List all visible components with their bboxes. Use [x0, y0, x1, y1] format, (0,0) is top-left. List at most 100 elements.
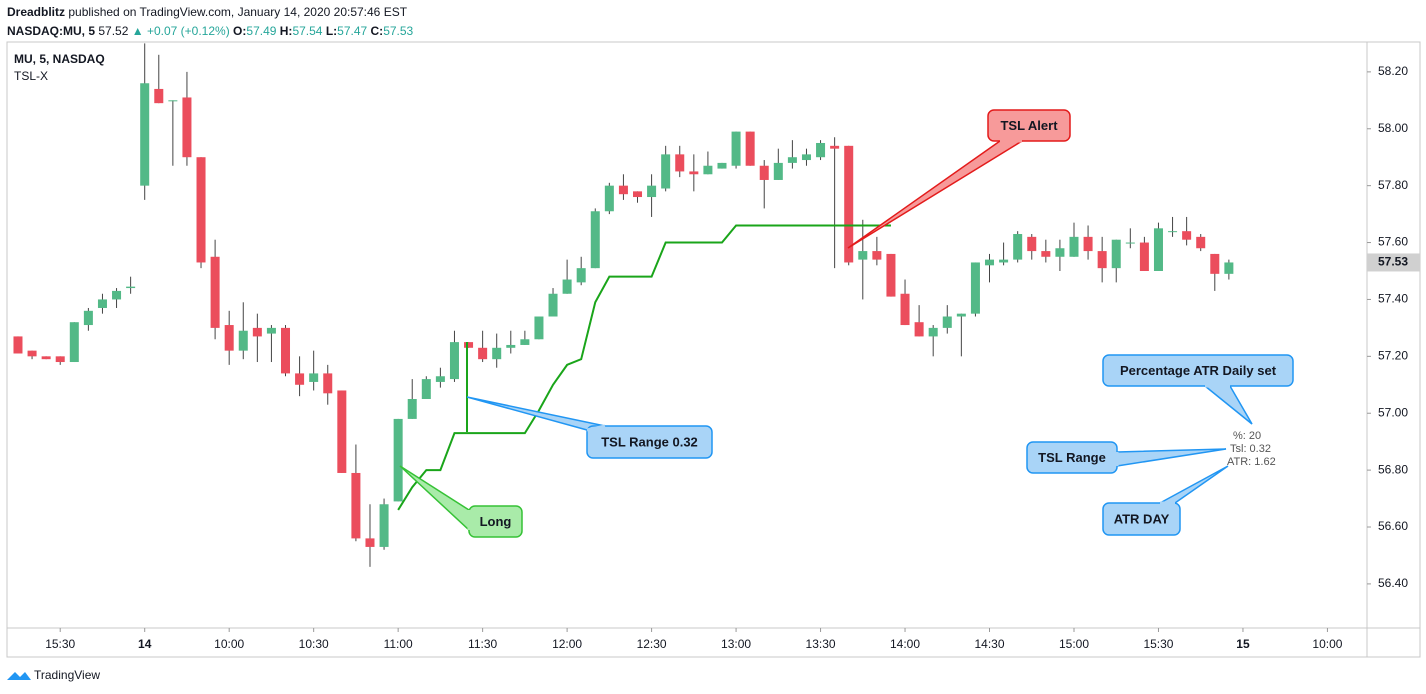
callout-pointer [847, 140, 1025, 249]
high: 57.54 [292, 24, 323, 38]
candle-body [449, 342, 459, 380]
candle-body [801, 154, 811, 161]
candle-body [703, 165, 713, 175]
candle-body [942, 316, 952, 328]
candle-body [435, 376, 445, 382]
candle-body [633, 191, 643, 198]
candle-body [196, 157, 206, 263]
candle-body [1069, 236, 1079, 257]
low: 57.47 [337, 24, 368, 38]
candle-body [661, 154, 671, 189]
candle-body [1055, 248, 1065, 257]
candle-body [914, 322, 924, 337]
x-tick-label: 11:30 [468, 637, 497, 651]
y-tick-label: 56.60 [1378, 519, 1408, 533]
candle-body [379, 504, 389, 547]
open: 57.49 [246, 24, 277, 38]
x-tick-label: 15:30 [45, 637, 75, 651]
x-tick-label: 10:00 [1312, 637, 1342, 651]
candle-body [182, 97, 192, 158]
candle-body [1013, 234, 1023, 260]
callout-box [1102, 502, 1181, 536]
x-tick-label: 11:00 [384, 637, 413, 651]
h-label: H: [279, 24, 293, 38]
callout-pointer [1159, 465, 1229, 504]
candle-body [252, 327, 262, 337]
info-text: ATR: 1.62 [1227, 456, 1276, 468]
candle-body [1125, 242, 1135, 244]
candle-body [337, 390, 347, 473]
candle-body [140, 83, 150, 186]
frame [6, 41, 1421, 658]
candles [13, 43, 1234, 567]
callout-pointer [399, 465, 470, 532]
info-text: Tsl: 0.32 [1230, 443, 1271, 455]
candle-body [126, 286, 136, 289]
candle-body [1111, 239, 1121, 269]
x-tick-label: 13:00 [721, 637, 751, 651]
last-price-label: 57.53 [1378, 255, 1408, 269]
candle-body [590, 211, 600, 269]
candle-body [830, 145, 840, 149]
candle-body [13, 336, 23, 354]
candle-body [647, 185, 657, 198]
candle-body [55, 356, 65, 363]
candle-body [27, 350, 37, 357]
candle-body [1196, 236, 1206, 249]
candle-body [548, 293, 558, 317]
x-tick-label: 15:30 [1143, 637, 1173, 651]
candle-body [1210, 253, 1220, 274]
y-tick-label: 58.00 [1378, 121, 1408, 135]
arrow: ▲ [131, 24, 144, 38]
candle-body [675, 154, 685, 172]
candle-body [928, 327, 938, 337]
candle-body [224, 325, 234, 351]
candle-body [464, 342, 474, 348]
candle-body [112, 290, 122, 300]
candle-body [421, 379, 431, 400]
quote-line: NASDAQ:MU, 5 57.52 ▲ +0.07 (+0.12%) O:57… [7, 22, 413, 41]
candle-body [280, 327, 291, 374]
candle-body [576, 268, 586, 283]
l-label: L: [325, 24, 338, 38]
candle-body [999, 259, 1009, 263]
x-tick-label: 15 [1236, 637, 1250, 651]
candle-body [266, 327, 276, 334]
publish-line: Dreadblitz published on TradingView.com,… [7, 3, 413, 22]
candle-body [323, 373, 333, 394]
candle-body [745, 131, 755, 166]
candle-body [759, 165, 769, 180]
candle-body [69, 322, 79, 363]
candle-body [970, 262, 980, 314]
candle-body [689, 171, 699, 175]
callout-box [987, 109, 1071, 142]
x-tick-label: 12:30 [637, 637, 667, 651]
c-label: C: [370, 24, 384, 38]
candle-body [41, 356, 51, 360]
x-tick-label: 14 [138, 637, 152, 651]
candle-body [1027, 236, 1037, 252]
candle-body [1083, 236, 1093, 252]
y-tick-label: 57.20 [1378, 349, 1408, 363]
header: Dreadblitz published on TradingView.com,… [7, 3, 413, 41]
price: 57.52 [98, 24, 129, 38]
x-tick-label: 10:00 [214, 637, 244, 651]
x-tick-label: 14:30 [974, 637, 1004, 651]
y-tick-label: 56.80 [1378, 462, 1408, 476]
callout-text: Percentage ATR Daily set [1120, 363, 1277, 378]
y-tick-label: 57.80 [1378, 178, 1408, 192]
candle-body [787, 157, 797, 163]
y-tick-label: 58.20 [1378, 64, 1408, 78]
last-price-tag [1367, 253, 1420, 272]
candle-body [618, 185, 628, 195]
author: Dreadblitz [7, 5, 66, 19]
candle-body [900, 293, 910, 326]
symbol: NASDAQ:MU, 5 [7, 24, 96, 38]
legend-symbol: MU, 5, NASDAQ [14, 52, 105, 66]
callout-pointer [1116, 448, 1227, 467]
candle-body [295, 373, 305, 385]
candle-body [97, 299, 107, 308]
close: 57.53 [383, 24, 414, 38]
